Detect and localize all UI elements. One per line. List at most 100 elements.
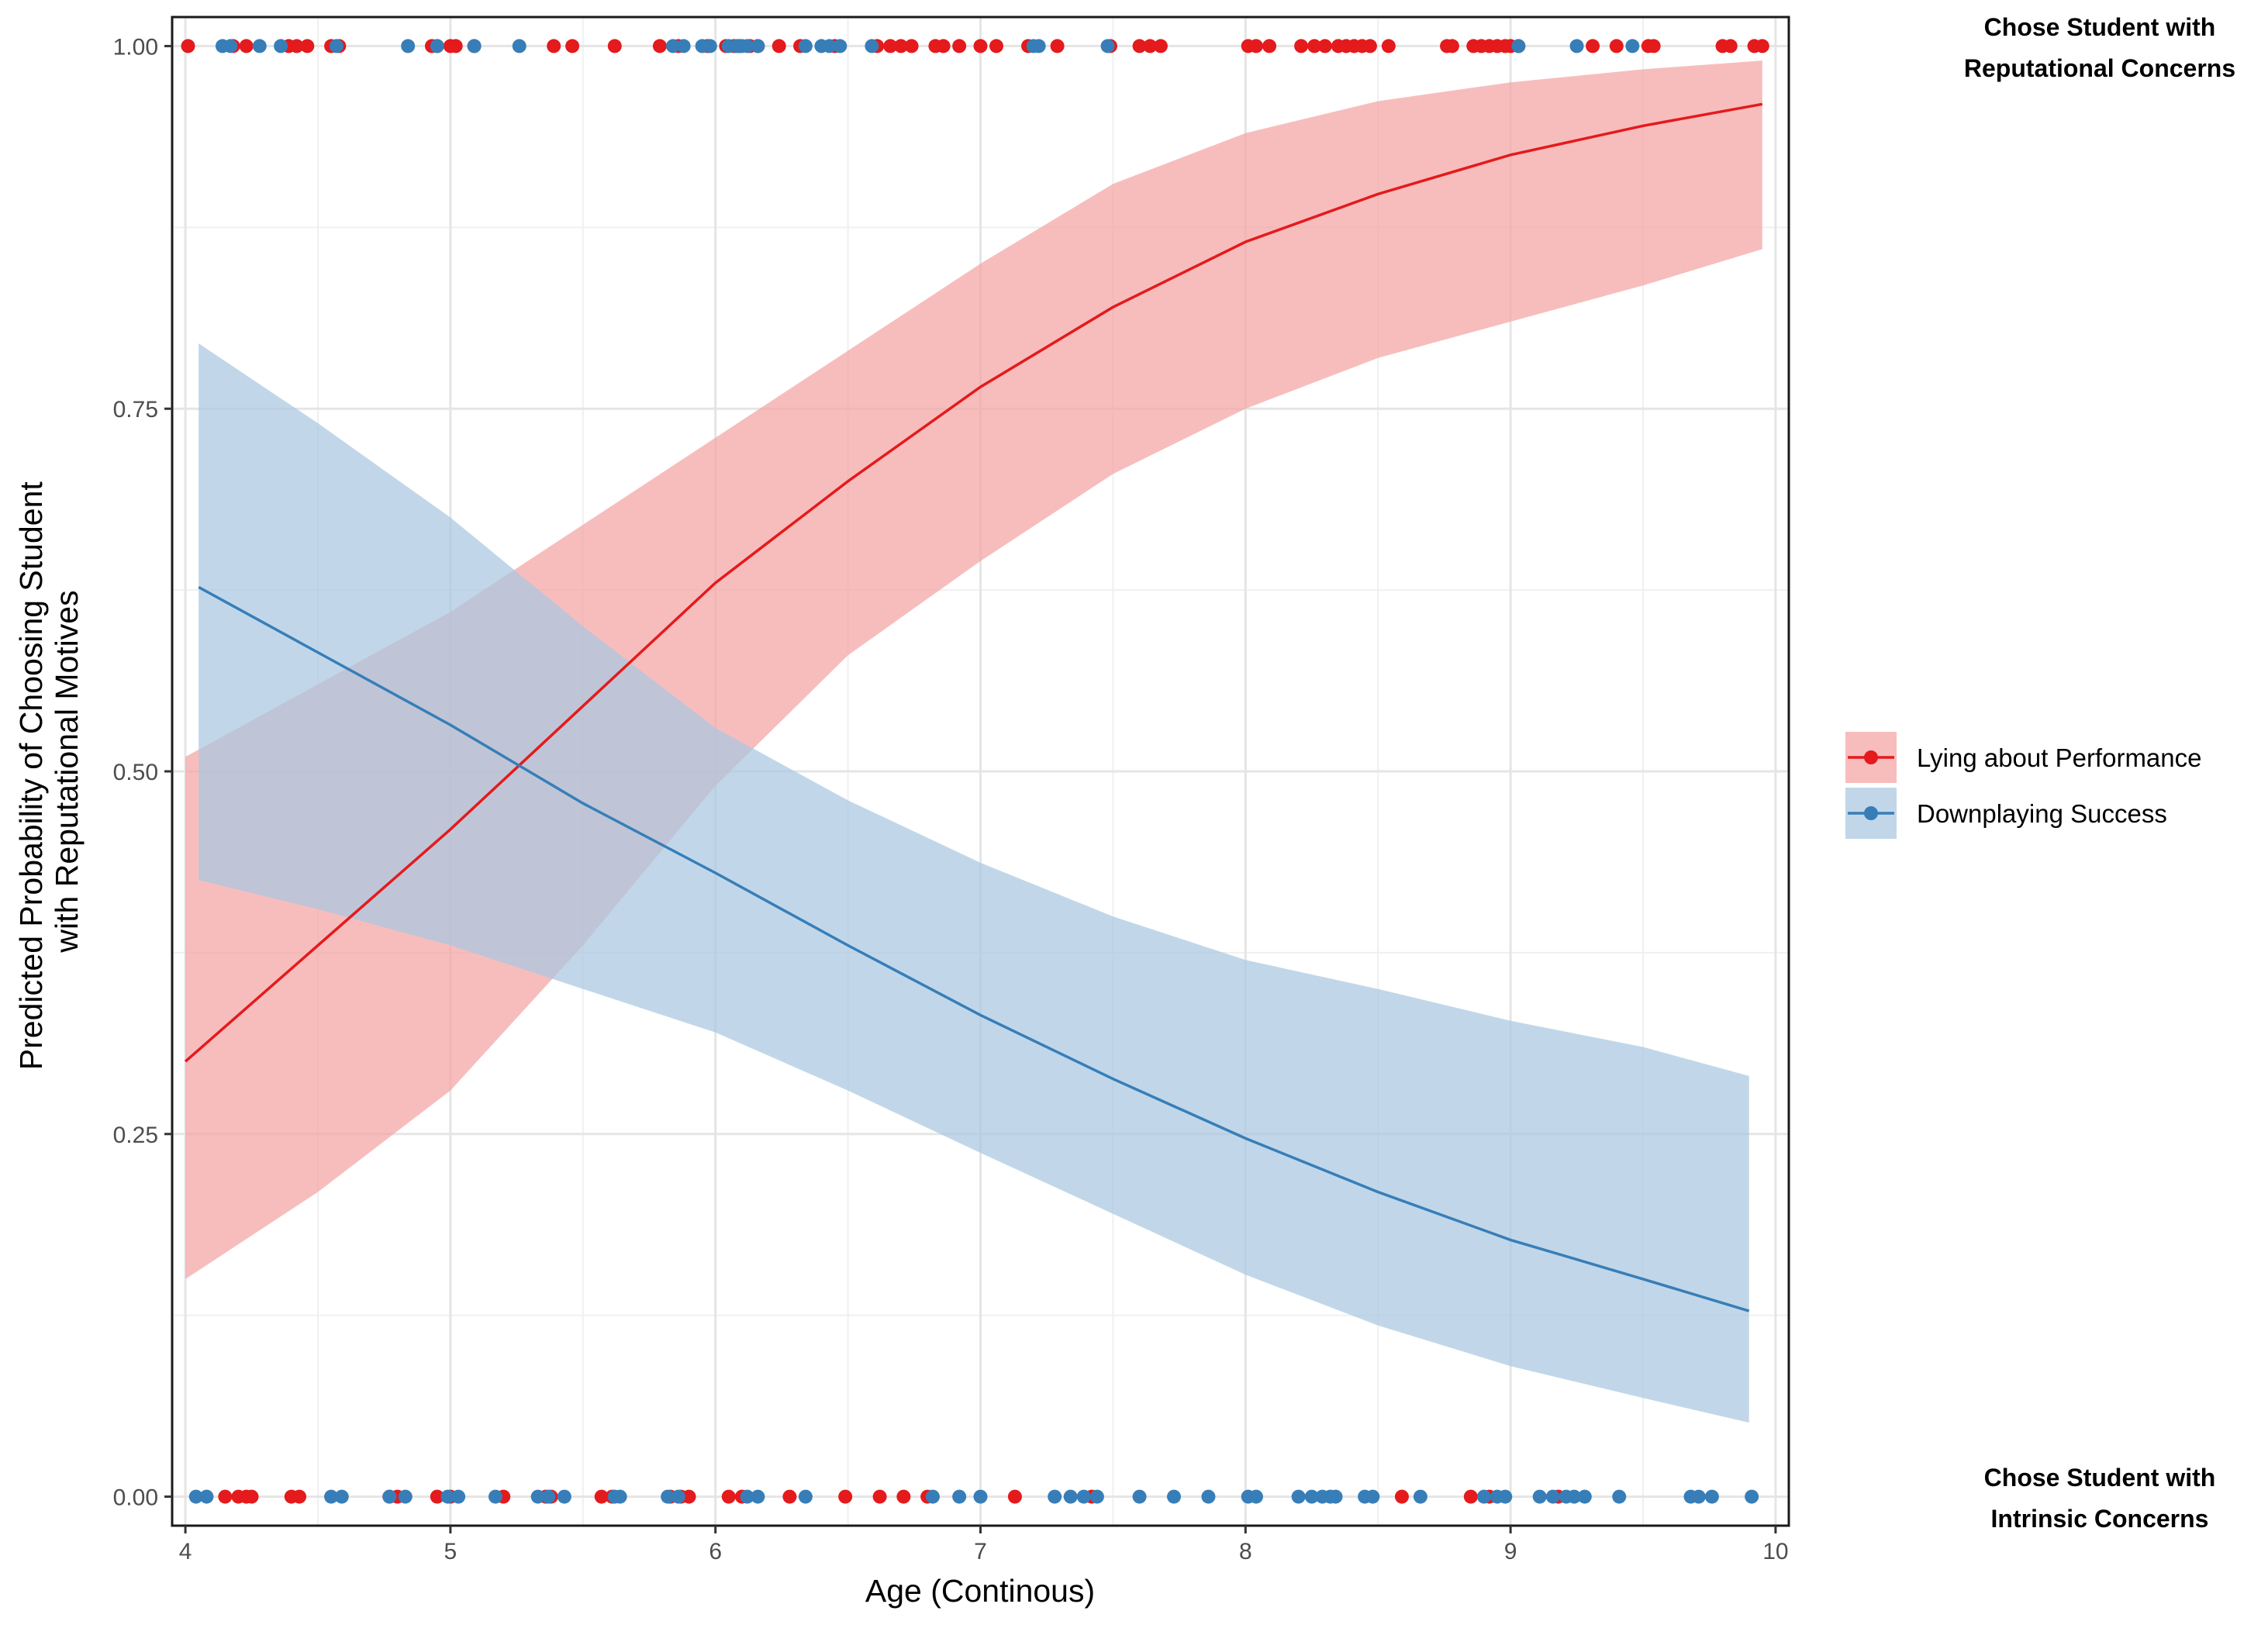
data-point-series-2 — [1413, 1489, 1427, 1504]
data-point-series-1 — [1132, 39, 1147, 53]
data-point-series-2 — [1612, 1489, 1627, 1504]
data-point-series-2 — [451, 1489, 466, 1504]
data-point-series-2 — [274, 39, 288, 53]
data-point-series-2 — [188, 1489, 203, 1504]
data-point-series-2 — [1132, 1489, 1147, 1504]
x-tick-label: 5 — [444, 1539, 457, 1564]
data-point-series-1 — [893, 39, 908, 53]
data-point-series-2 — [1365, 1489, 1380, 1504]
data-point-series-1 — [904, 39, 919, 53]
data-point-series-2 — [661, 1489, 675, 1504]
fit-line-series-1 — [184, 102, 1763, 1063]
annotation-bottom-line-1: Chose Student with — [1984, 1464, 2216, 1492]
data-point-series-2 — [398, 1489, 413, 1504]
data-point-series-2 — [1569, 39, 1584, 53]
data-point-series-2 — [1691, 1489, 1706, 1504]
data-point-series-2 — [798, 39, 813, 53]
fit-line-series-2 — [198, 585, 1750, 1312]
data-point-series-1 — [1445, 39, 1459, 53]
data-point-series-1 — [565, 39, 580, 53]
data-point-series-1 — [1755, 39, 1769, 53]
y-axis: 0.00 0.25 0.50 0.75 1.00 — [113, 34, 172, 1511]
x-tick-label: 7 — [974, 1539, 987, 1564]
data-point-series-2 — [1328, 1489, 1343, 1504]
y-tick-label: 0.00 — [113, 1485, 158, 1511]
data-point-series-2 — [199, 1489, 214, 1504]
data-point-series-2 — [751, 39, 765, 53]
data-point-series-2 — [1545, 1489, 1560, 1504]
data-point-series-1 — [883, 39, 898, 53]
data-point-series-2 — [1704, 1489, 1719, 1504]
data-point-series-2 — [822, 39, 837, 53]
legend: Lying about Performance Downplaying Succe… — [1845, 732, 2202, 839]
data-point-series-1 — [239, 39, 254, 53]
y-tick-label: 0.25 — [113, 1123, 158, 1148]
data-point-series-1 — [181, 39, 195, 53]
data-point-series-1 — [594, 1489, 609, 1504]
data-point-series-1 — [1153, 39, 1168, 53]
x-tick-label: 4 — [179, 1539, 192, 1564]
data-point-series-2 — [329, 39, 343, 53]
data-point-series-1 — [652, 39, 667, 53]
data-point-series-2 — [1511, 39, 1526, 53]
data-points — [181, 39, 1769, 1504]
data-point-series-2 — [740, 39, 754, 53]
data-point-series-2 — [1031, 39, 1046, 53]
data-point-series-1 — [896, 1489, 911, 1504]
data-point-series-1 — [872, 1489, 887, 1504]
data-point-series-2 — [1304, 1489, 1319, 1504]
x-axis-title: Age (Continous) — [865, 1573, 1095, 1609]
data-point-series-2 — [865, 39, 879, 53]
annotation-top-line-1: Chose Student with — [1984, 13, 2216, 41]
y-tick-label: 0.50 — [113, 760, 158, 785]
data-point-series-2 — [401, 39, 416, 53]
data-point-series-2 — [223, 39, 238, 53]
data-point-series-1 — [1262, 39, 1277, 53]
x-axis: 4 5 6 7 8 9 10 — [179, 1526, 1789, 1564]
data-point-series-2 — [1498, 1489, 1513, 1504]
data-point-series-1 — [448, 39, 463, 53]
data-point-series-2 — [1089, 1489, 1104, 1504]
data-point-series-2 — [751, 1489, 765, 1504]
data-point-series-2 — [676, 39, 691, 53]
y-tick-label: 1.00 — [113, 34, 158, 60]
annotation-top-line-2: Reputational Concerns — [1964, 54, 2235, 82]
data-point-series-2 — [334, 1489, 349, 1504]
data-point-series-1 — [1381, 39, 1396, 53]
data-point-series-1 — [782, 1489, 797, 1504]
data-point-series-1 — [430, 1489, 444, 1504]
data-point-series-1 — [1609, 39, 1624, 53]
data-point-series-2 — [324, 1489, 339, 1504]
data-point-series-2 — [613, 1489, 627, 1504]
confidence-band-series-2 — [198, 343, 1749, 1423]
data-point-series-2 — [833, 39, 847, 53]
data-point-series-1 — [1050, 39, 1065, 53]
data-point-series-2 — [798, 1489, 813, 1504]
data-point-series-1 — [292, 1489, 307, 1504]
confidence-bands — [185, 60, 1762, 1423]
fit-lines — [184, 102, 1763, 1312]
data-point-series-2 — [1167, 1489, 1182, 1504]
data-point-series-2 — [666, 39, 681, 53]
legend-label-1: Lying about Performance — [1917, 743, 2202, 772]
data-point-series-1 — [1307, 39, 1322, 53]
data-point-series-1 — [1317, 39, 1332, 53]
data-point-series-2 — [1567, 1489, 1582, 1504]
data-point-series-2 — [1248, 1489, 1263, 1504]
data-point-series-1 — [218, 1489, 233, 1504]
data-point-series-2 — [440, 1489, 455, 1504]
y-axis-title-line-2: with Reputational Motives — [49, 590, 85, 953]
legend-label-2: Downplaying Success — [1917, 799, 2167, 828]
data-point-series-2 — [541, 1489, 556, 1504]
data-point-series-2 — [1063, 1489, 1078, 1504]
data-point-series-2 — [671, 1489, 685, 1504]
data-point-series-1 — [989, 39, 1004, 53]
data-point-series-1 — [607, 39, 622, 53]
data-point-series-2 — [467, 39, 482, 53]
data-point-series-1 — [547, 39, 561, 53]
data-point-series-1 — [1646, 39, 1661, 53]
data-point-series-1 — [1007, 1489, 1022, 1504]
data-point-series-1 — [772, 39, 786, 53]
data-point-series-2 — [1201, 1489, 1216, 1504]
